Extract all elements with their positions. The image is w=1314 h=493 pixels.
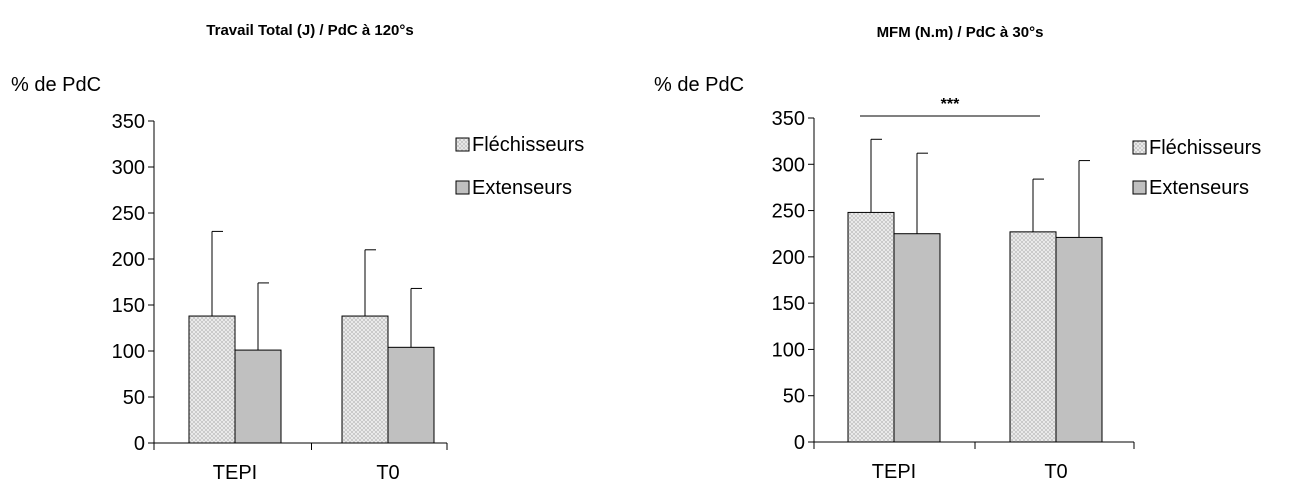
y-axis-label: % de PdC xyxy=(654,74,744,96)
x-category-label: TEPI xyxy=(213,462,257,484)
x-category-label: T0 xyxy=(376,462,399,484)
x-category-label: T0 xyxy=(1044,461,1067,483)
y-tick-label: 0 xyxy=(794,432,805,454)
bar-extenseurs xyxy=(234,349,282,444)
bar-flechisseurs xyxy=(847,211,895,443)
chart-title: MFM (N.m) / PdC à 30°s xyxy=(877,24,1044,41)
x-category-label: TEPI xyxy=(872,461,916,483)
bar-extenseurs xyxy=(893,233,941,443)
legend-swatch-flechisseurs xyxy=(455,137,470,152)
legend-label-extenseurs: Extenseurs xyxy=(1149,177,1249,199)
y-tick-label: 150 xyxy=(772,293,805,315)
y-tick-label: 250 xyxy=(112,203,145,225)
y-tick-label: 0 xyxy=(134,433,145,455)
bar-extenseurs xyxy=(387,346,435,444)
legend-label-flechisseurs: Fléchisseurs xyxy=(1149,137,1261,159)
legend: Fléchisseurs Extenseurs xyxy=(455,134,584,199)
legend: Fléchisseurs Extenseurs xyxy=(1132,137,1261,199)
y-axis-label: % de PdC xyxy=(11,74,101,96)
legend-swatch-flechisseurs xyxy=(1132,140,1147,155)
significance-label: *** xyxy=(941,96,960,113)
y-tick-label: 300 xyxy=(772,154,805,176)
legend-label-extenseurs: Extenseurs xyxy=(472,177,572,199)
y-tick-label: 350 xyxy=(112,111,145,133)
legend-label-flechisseurs: Fléchisseurs xyxy=(472,134,584,156)
bar-flechisseurs xyxy=(341,315,389,444)
y-tick-label: 350 xyxy=(772,108,805,130)
legend-swatch-extenseurs xyxy=(1132,180,1147,195)
plot-area: 0 50 100 150 200 250 300 350 TEPI T0 xyxy=(772,108,1135,483)
bar-flechisseurs xyxy=(1009,231,1057,443)
bar-extenseurs xyxy=(1055,236,1103,443)
y-tick-label: 150 xyxy=(112,295,145,317)
chart-travail-total: Travail Total (J) / PdC à 120°s % de PdC… xyxy=(11,22,584,484)
y-tick-label: 200 xyxy=(112,249,145,271)
bar-flechisseurs xyxy=(188,315,236,444)
y-tick-label: 50 xyxy=(783,386,805,408)
plot-area: 0 50 100 150 200 250 300 350 TEPI T0 xyxy=(112,111,448,484)
y-tick-label: 200 xyxy=(772,247,805,269)
legend-swatch-extenseurs xyxy=(455,180,470,195)
y-tick-label: 100 xyxy=(772,339,805,361)
y-tick-label: 50 xyxy=(123,387,145,409)
chart-title: Travail Total (J) / PdC à 120°s xyxy=(206,22,413,39)
y-tick-label: 100 xyxy=(112,341,145,363)
y-tick-label: 300 xyxy=(112,157,145,179)
significance-annotation: *** xyxy=(860,96,1040,117)
y-tick-label: 250 xyxy=(772,201,805,223)
chart-mfm: MFM (N.m) / PdC à 30°s % de PdC 0 50 100 15… xyxy=(654,24,1261,483)
